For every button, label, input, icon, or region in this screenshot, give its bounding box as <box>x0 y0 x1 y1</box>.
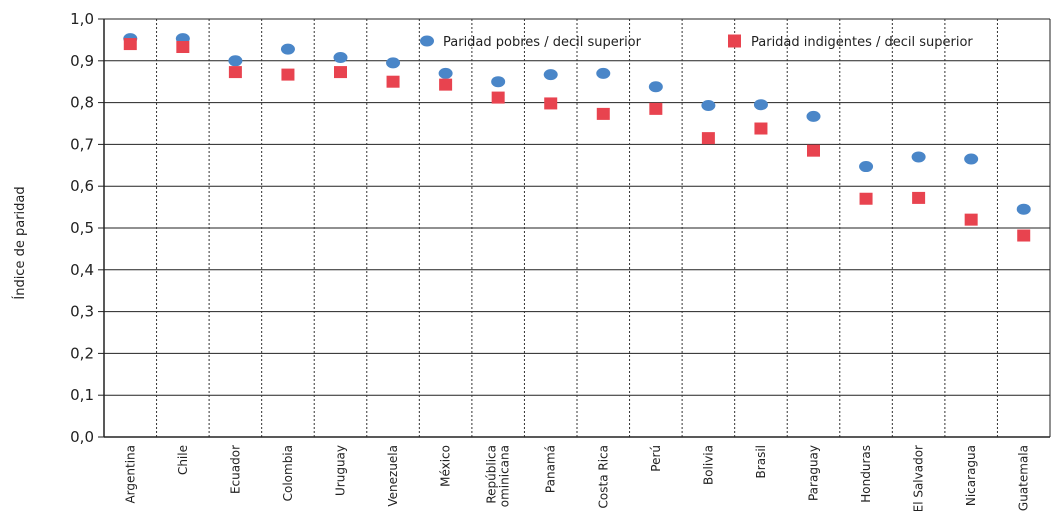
point-indigentes <box>281 68 295 81</box>
point-pobres <box>701 100 716 112</box>
point-indigentes <box>491 91 505 104</box>
point-indigentes <box>912 191 926 204</box>
point-pobres <box>806 110 821 122</box>
point-indigentes <box>544 97 558 110</box>
point-indigentes <box>334 66 347 79</box>
grid-lines <box>98 18 1050 438</box>
point-pobres <box>964 153 979 165</box>
point-pobres <box>859 161 874 173</box>
x-category-label: Guatemala <box>1017 445 1031 511</box>
legend: Paridad pobres / decil superior Paridad i… <box>420 34 973 50</box>
legend-label: Paridad pobres / decil superior <box>443 35 642 50</box>
y-tick-label: 0,9 <box>70 52 94 70</box>
x-category-label: Perú <box>649 445 663 472</box>
x-category-label: El Salvador <box>912 445 926 511</box>
point-pobres <box>438 67 453 79</box>
point-indigentes <box>439 78 453 91</box>
x-category-label: Bolivia <box>701 445 715 485</box>
x-category-label: Honduras <box>859 445 873 503</box>
point-indigentes <box>754 122 768 135</box>
x-category-label: Argentina <box>123 445 137 504</box>
x-category-label: ominicana <box>498 445 512 507</box>
x-category-label: Venezuela <box>386 445 400 507</box>
point-indigentes <box>176 41 190 54</box>
point-pobres <box>333 51 348 63</box>
x-category-label: Colombia <box>281 445 295 501</box>
y-tick-label: 0,0 <box>70 428 94 446</box>
x-category-label: Nicaragua <box>964 445 978 506</box>
x-category-label: Ecuador <box>228 445 242 494</box>
point-indigentes <box>701 132 715 145</box>
point-pobres <box>648 81 663 93</box>
legend-square-marker <box>728 34 741 48</box>
y-tick-label: 0,4 <box>70 261 94 279</box>
x-category-label: Chile <box>176 445 190 475</box>
point-pobres <box>753 99 768 111</box>
point-indigentes <box>596 107 610 120</box>
x-category-label: Paraguay <box>807 445 821 501</box>
x-category-label: Uruguay <box>334 445 348 496</box>
y-tick-label: 0,8 <box>70 94 94 112</box>
y-axis-title: Índice de paridad <box>12 186 28 299</box>
y-tick-label: 0,2 <box>70 344 94 362</box>
y-tick-label: 0,5 <box>70 219 94 237</box>
x-category-label: Panamá <box>544 445 558 493</box>
point-pobres <box>280 43 295 55</box>
point-pobres <box>596 67 611 79</box>
y-tick-label: 0,6 <box>70 177 94 195</box>
point-pobres <box>911 151 926 163</box>
point-indigentes <box>123 38 137 51</box>
point-indigentes <box>649 102 663 115</box>
y-tick-label: 0,3 <box>70 303 94 321</box>
point-pobres <box>1016 203 1031 215</box>
legend-circle-marker <box>420 35 434 47</box>
y-tick-labels: 0,0 0,1 0,2 0,3 0,4 0,5 0,6 0,7 0,8 0,9 1,0 <box>70 10 94 446</box>
x-category-labels: Argentina Chile Ecuador Colombia Uruguay Vene… <box>123 445 1030 511</box>
x-category-label: Costa Rica <box>596 445 610 508</box>
point-indigentes <box>228 66 242 79</box>
x-category-label: República <box>485 445 499 504</box>
y-tick-label: 0,7 <box>70 135 94 153</box>
legend-label: Paridad indigentes / decil superior <box>751 35 973 50</box>
y-tick-label: 0,1 <box>70 386 94 404</box>
point-indigentes <box>859 192 873 205</box>
x-category-label: México <box>439 445 453 487</box>
point-pobres <box>386 57 401 69</box>
point-indigentes <box>807 144 820 157</box>
point-indigentes <box>1017 229 1031 242</box>
point-pobres <box>491 76 506 88</box>
x-category-label: Brasil <box>754 445 768 478</box>
point-pobres <box>228 55 243 67</box>
category-separators <box>156 19 998 437</box>
y-tick-label: 1,0 <box>70 10 94 28</box>
point-indigentes <box>964 213 978 226</box>
point-indigentes <box>386 75 400 88</box>
data-points <box>123 33 1031 242</box>
point-pobres <box>543 69 558 81</box>
axes <box>103 19 1051 438</box>
